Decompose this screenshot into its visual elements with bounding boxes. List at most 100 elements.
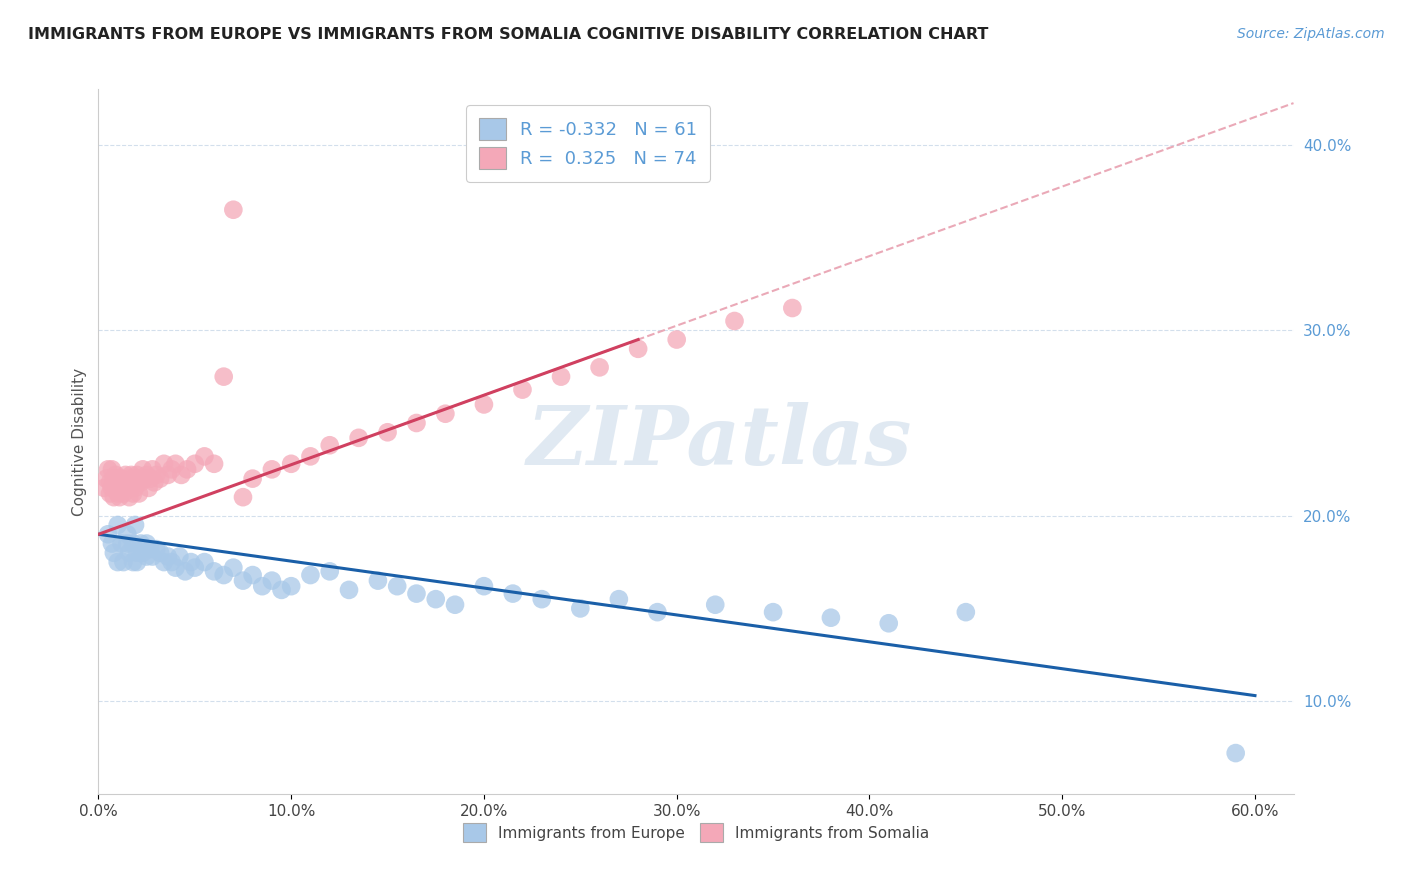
Point [607,592,630,607]
Point [647,605,669,619]
Point [569,601,592,615]
Point [242,472,264,486]
Point [94,472,117,486]
Point [110,481,132,495]
Point [169,549,191,564]
Point [101,462,124,476]
Point [122,486,145,500]
Point [120,467,142,482]
Point [530,592,553,607]
Point [141,549,163,564]
Point [112,555,135,569]
Point [319,565,342,579]
Point [193,555,215,569]
Point [1225,746,1247,760]
Point [153,457,176,471]
Point [103,472,125,486]
Point [125,546,148,560]
Point [232,490,254,504]
Point [193,450,215,464]
Point [425,592,447,607]
Point [212,369,235,384]
Point [145,467,167,482]
Point [153,555,176,569]
Point [112,486,135,500]
Point [112,475,135,490]
Point [472,397,495,411]
Point [143,475,166,490]
Point [176,462,198,476]
Point [820,610,842,624]
Text: ZIPatlas: ZIPatlas [527,401,912,482]
Point [101,481,124,495]
Point [184,560,207,574]
Point [110,472,132,486]
Point [242,568,264,582]
Point [97,462,120,476]
Point [202,565,225,579]
Point [124,472,146,486]
Text: Source: ZipAtlas.com: Source: ZipAtlas.com [1237,27,1385,41]
Point [444,598,467,612]
Point [252,579,274,593]
Point [149,546,172,560]
Point [125,555,148,569]
Point [108,490,131,504]
Point [588,360,610,375]
Point [232,574,254,588]
Point [132,462,155,476]
Point [129,475,152,490]
Point [139,472,162,486]
Point [156,549,179,564]
Point [141,462,163,476]
Point [165,457,187,471]
Point [299,568,322,582]
Point [117,536,139,550]
Point [129,536,152,550]
Point [125,475,148,490]
Point [98,475,121,490]
Point [762,605,785,619]
Point [107,481,129,495]
Point [93,481,115,495]
Point [174,565,197,579]
Point [337,582,360,597]
Point [132,546,155,560]
Point [434,407,457,421]
Point [550,369,572,384]
Point [107,486,129,500]
Point [367,574,389,588]
Point [782,301,804,315]
Point [160,555,183,569]
Point [104,467,127,482]
Point [110,536,132,550]
Point [347,431,370,445]
Point [135,549,157,564]
Y-axis label: Cognitive Disability: Cognitive Disability [72,368,87,516]
Point [122,555,145,569]
Point [202,457,225,471]
Point [128,486,150,500]
Point [122,536,145,550]
Point [135,536,157,550]
Point [103,490,125,504]
Text: IMMIGRANTS FROM EUROPE VS IMMIGRANTS FROM SOMALIA COGNITIVE DISABILITY CORRELATI: IMMIGRANTS FROM EUROPE VS IMMIGRANTS FRO… [28,27,988,42]
Point [627,342,650,356]
Point [124,518,146,533]
Point [512,383,534,397]
Point [704,598,727,612]
Point [118,490,141,504]
Point [135,467,157,482]
Point [385,579,409,593]
Point [118,546,141,560]
Point [114,481,136,495]
Point [260,574,283,588]
Point [149,472,172,486]
Point [319,438,342,452]
Point [723,314,745,328]
Point [108,475,131,490]
Point [107,555,129,569]
Point [98,486,121,500]
Point [139,542,162,557]
Point [405,586,427,600]
